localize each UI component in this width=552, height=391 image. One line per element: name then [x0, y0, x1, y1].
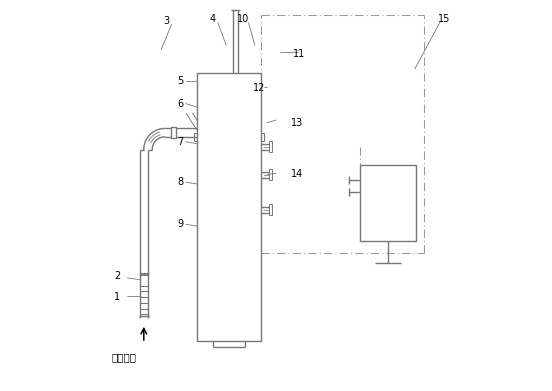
Text: 2: 2	[114, 271, 120, 281]
Bar	[360, 165, 416, 242]
Bar	[194, 133, 199, 142]
Text: 15: 15	[438, 14, 451, 24]
Text: 13: 13	[291, 118, 303, 128]
Bar	[259, 133, 264, 142]
Text: 8: 8	[177, 177, 183, 187]
Text: 14: 14	[291, 169, 303, 179]
Text: 7: 7	[177, 137, 183, 147]
Text: 4: 4	[210, 14, 216, 24]
Bar	[269, 204, 272, 215]
Text: 11: 11	[293, 49, 305, 59]
Text: 1: 1	[114, 292, 120, 302]
Text: 3: 3	[164, 16, 170, 26]
Text: 烟气入口: 烟气入口	[112, 353, 136, 362]
Bar	[198, 73, 261, 341]
Bar	[269, 141, 272, 152]
Text: 10: 10	[237, 14, 250, 24]
Text: 6: 6	[177, 99, 183, 109]
Bar	[171, 127, 176, 138]
Text: 5: 5	[177, 75, 183, 86]
Text: 9: 9	[177, 219, 183, 229]
Bar	[269, 169, 272, 180]
Text: 12: 12	[253, 83, 265, 93]
